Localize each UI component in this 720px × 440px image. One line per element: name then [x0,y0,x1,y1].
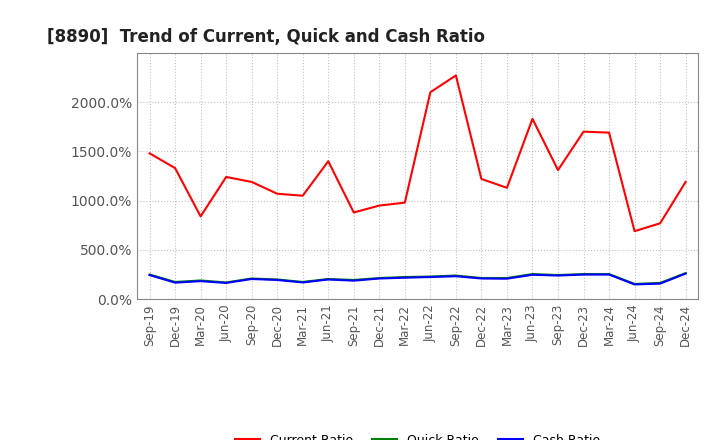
Line: Cash Ratio: Cash Ratio [150,274,685,284]
Current Ratio [400,200,409,205]
Cash Ratio [248,276,256,282]
Cash Ratio [349,278,358,283]
Quick Ratio [451,273,460,278]
Cash Ratio [605,272,613,277]
Current Ratio [579,129,588,134]
Quick Ratio [145,272,154,277]
Cash Ratio [171,280,179,285]
Cash Ratio [630,282,639,287]
Legend: Current Ratio, Quick Ratio, Cash Ratio: Current Ratio, Quick Ratio, Cash Ratio [235,433,600,440]
Current Ratio [349,210,358,215]
Line: Quick Ratio: Quick Ratio [150,273,685,284]
Current Ratio [222,174,230,180]
Quick Ratio [324,276,333,282]
Cash Ratio [145,272,154,278]
Quick Ratio [222,280,230,285]
Quick Ratio [298,279,307,285]
Line: Current Ratio: Current Ratio [150,76,685,231]
Cash Ratio [222,280,230,286]
Current Ratio [145,150,154,156]
Cash Ratio [324,277,333,282]
Quick Ratio [273,277,282,282]
Quick Ratio [375,275,384,281]
Cash Ratio [400,275,409,280]
Cash Ratio [656,281,665,286]
Current Ratio [554,168,562,173]
Current Ratio [528,116,537,121]
Quick Ratio [349,277,358,282]
Cash Ratio [579,272,588,277]
Current Ratio [298,193,307,198]
Cash Ratio [528,272,537,277]
Current Ratio [605,130,613,135]
Cash Ratio [375,276,384,281]
Current Ratio [426,90,435,95]
Quick Ratio [400,275,409,280]
Quick Ratio [171,279,179,285]
Current Ratio [503,185,511,191]
Quick Ratio [605,271,613,277]
Current Ratio [451,73,460,78]
Cash Ratio [477,276,486,281]
Cash Ratio [503,276,511,281]
Cash Ratio [451,274,460,279]
Current Ratio [681,179,690,184]
Current Ratio [630,228,639,234]
Quick Ratio [477,275,486,281]
Quick Ratio [656,280,665,286]
Cash Ratio [197,279,205,284]
Quick Ratio [528,271,537,277]
Quick Ratio [630,281,639,286]
Current Ratio [197,214,205,219]
Cash Ratio [426,275,435,280]
Cash Ratio [681,271,690,276]
Cash Ratio [298,280,307,285]
Current Ratio [477,176,486,182]
Cash Ratio [554,273,562,278]
Quick Ratio [681,271,690,276]
Current Ratio [375,203,384,208]
Quick Ratio [248,276,256,281]
Quick Ratio [579,271,588,277]
Current Ratio [656,221,665,226]
Current Ratio [248,179,256,184]
Quick Ratio [503,275,511,281]
Quick Ratio [554,272,562,278]
Current Ratio [171,165,179,171]
Quick Ratio [197,278,205,283]
Cash Ratio [273,277,282,282]
Current Ratio [273,191,282,196]
Text: [8890]  Trend of Current, Quick and Cash Ratio: [8890] Trend of Current, Quick and Cash … [47,28,485,46]
Current Ratio [324,158,333,164]
Quick Ratio [426,274,435,279]
